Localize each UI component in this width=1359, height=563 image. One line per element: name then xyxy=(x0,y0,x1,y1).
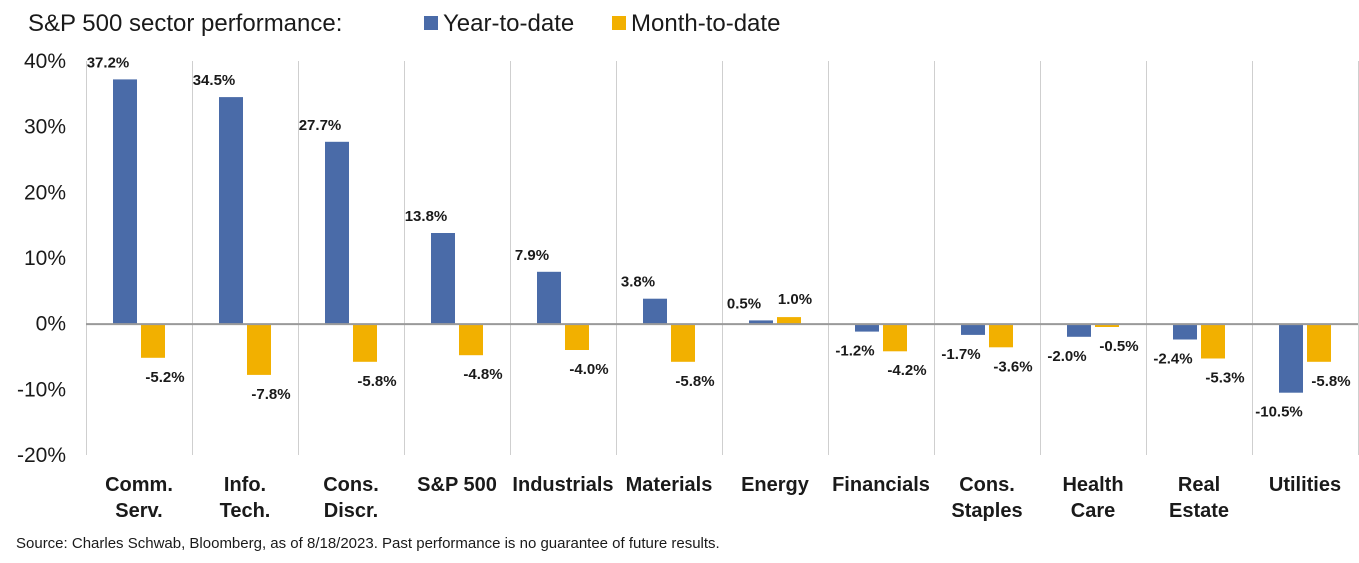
category-label: Care xyxy=(1071,500,1115,522)
bar-month-to-date xyxy=(565,323,589,350)
y-tick-label: -20% xyxy=(17,444,66,467)
data-label-year-to-date: 37.2% xyxy=(87,54,130,71)
data-label-year-to-date: 27.7% xyxy=(299,117,342,134)
bar-year-to-date xyxy=(855,323,879,332)
data-label-month-to-date: 1.0% xyxy=(778,291,812,308)
bar-year-to-date xyxy=(961,323,985,335)
data-label-month-to-date: -4.8% xyxy=(463,366,502,383)
data-label-year-to-date: 3.8% xyxy=(621,274,655,291)
category-label: Health xyxy=(1062,474,1123,496)
x-axis: Comm. Serv. Info. Tech. Cons. Discr. S&P 500 In… xyxy=(105,474,1341,522)
legend-swatch-month-to-date xyxy=(612,16,626,30)
data-label-month-to-date: -5.8% xyxy=(357,373,396,390)
bar-year-to-date xyxy=(1067,323,1091,337)
y-tick-label: 0% xyxy=(36,313,66,336)
bar-month-to-date xyxy=(989,323,1013,348)
data-label-year-to-date: -2.4% xyxy=(1153,350,1192,367)
data-label-year-to-date: -1.2% xyxy=(835,343,874,360)
bar-year-to-date xyxy=(749,320,773,324)
bar-year-to-date xyxy=(219,97,243,324)
data-label-month-to-date: -4.0% xyxy=(569,361,608,378)
bar-month-to-date xyxy=(353,323,377,362)
category-label: Tech. xyxy=(220,500,271,522)
bar-year-to-date xyxy=(1173,323,1197,340)
bar-year-to-date xyxy=(431,233,455,324)
bar-month-to-date xyxy=(1095,323,1119,327)
category-label: Cons. xyxy=(959,474,1015,496)
data-label-month-to-date: -7.8% xyxy=(251,386,290,403)
legend-label-year-to-date: Year-to-date xyxy=(443,10,574,37)
data-label-year-to-date: -1.7% xyxy=(941,346,980,363)
data-label-month-to-date: -5.2% xyxy=(145,369,184,386)
bar-year-to-date xyxy=(325,141,349,324)
bar-month-to-date xyxy=(777,317,801,324)
chart-title: S&P 500 sector performance: xyxy=(28,10,342,37)
category-label: Industrials xyxy=(512,474,613,496)
category-label: Estate xyxy=(1169,500,1229,522)
data-label-month-to-date: -3.6% xyxy=(993,358,1032,375)
bar-month-to-date xyxy=(247,323,271,375)
category-label: Financials xyxy=(832,474,930,496)
bar-month-to-date xyxy=(141,323,165,358)
bar-year-to-date xyxy=(537,271,561,324)
category-label: Materials xyxy=(626,474,713,496)
data-label-year-to-date: -10.5% xyxy=(1255,404,1303,421)
y-tick-label: 20% xyxy=(24,181,66,204)
legend: Year-to-date Month-to-date xyxy=(424,10,780,37)
y-tick-label: 10% xyxy=(24,247,66,270)
category-label: Real xyxy=(1178,474,1220,496)
bar-year-to-date xyxy=(1279,323,1303,393)
category-label: S&P 500 xyxy=(417,474,497,496)
data-label-year-to-date: -2.0% xyxy=(1047,348,1086,365)
legend-swatch-year-to-date xyxy=(424,16,438,30)
y-tick-label: 30% xyxy=(24,116,66,139)
y-axis: -20% -10% 0% 10% 20% 30% 40% xyxy=(17,50,66,467)
bar-month-to-date xyxy=(883,323,907,352)
sector-performance-chart: S&P 500 sector performance: Year-to-date… xyxy=(17,10,1359,522)
category-label: Staples xyxy=(951,500,1022,522)
data-label-month-to-date: -5.3% xyxy=(1205,370,1244,387)
category-label: Energy xyxy=(741,474,810,496)
source-note: Source: Charles Schwab, Bloomberg, as of… xyxy=(16,535,720,552)
bar-month-to-date xyxy=(1201,323,1225,359)
category-label: Comm. xyxy=(105,474,173,496)
data-label-year-to-date: 7.9% xyxy=(515,247,549,264)
legend-label-month-to-date: Month-to-date xyxy=(631,10,780,37)
data-labels: 37.2% -5.2% 34.5% -7.8% 27.7% -5.8% 13.8% -4.8%… xyxy=(87,54,1351,420)
data-label-year-to-date: 13.8% xyxy=(405,208,448,225)
category-label: Utilities xyxy=(1269,474,1341,496)
bars xyxy=(113,79,1331,393)
data-label-month-to-date: -4.2% xyxy=(887,362,926,379)
bar-month-to-date xyxy=(1307,323,1331,362)
category-label: Discr. xyxy=(324,500,378,522)
y-tick-label: 40% xyxy=(24,50,66,73)
data-label-month-to-date: -5.8% xyxy=(1311,373,1350,390)
bar-year-to-date xyxy=(113,79,137,324)
bar-month-to-date xyxy=(671,323,695,362)
data-label-year-to-date: 0.5% xyxy=(727,295,761,312)
data-label-month-to-date: -5.8% xyxy=(675,373,714,390)
y-tick-label: -10% xyxy=(17,378,66,401)
data-label-month-to-date: -0.5% xyxy=(1099,338,1138,355)
category-label: Serv. xyxy=(115,500,162,522)
category-label: Cons. xyxy=(323,474,379,496)
category-label: Info. xyxy=(224,474,266,496)
bar-year-to-date xyxy=(643,298,667,324)
data-label-year-to-date: 34.5% xyxy=(193,72,236,89)
bar-month-to-date xyxy=(459,323,483,356)
